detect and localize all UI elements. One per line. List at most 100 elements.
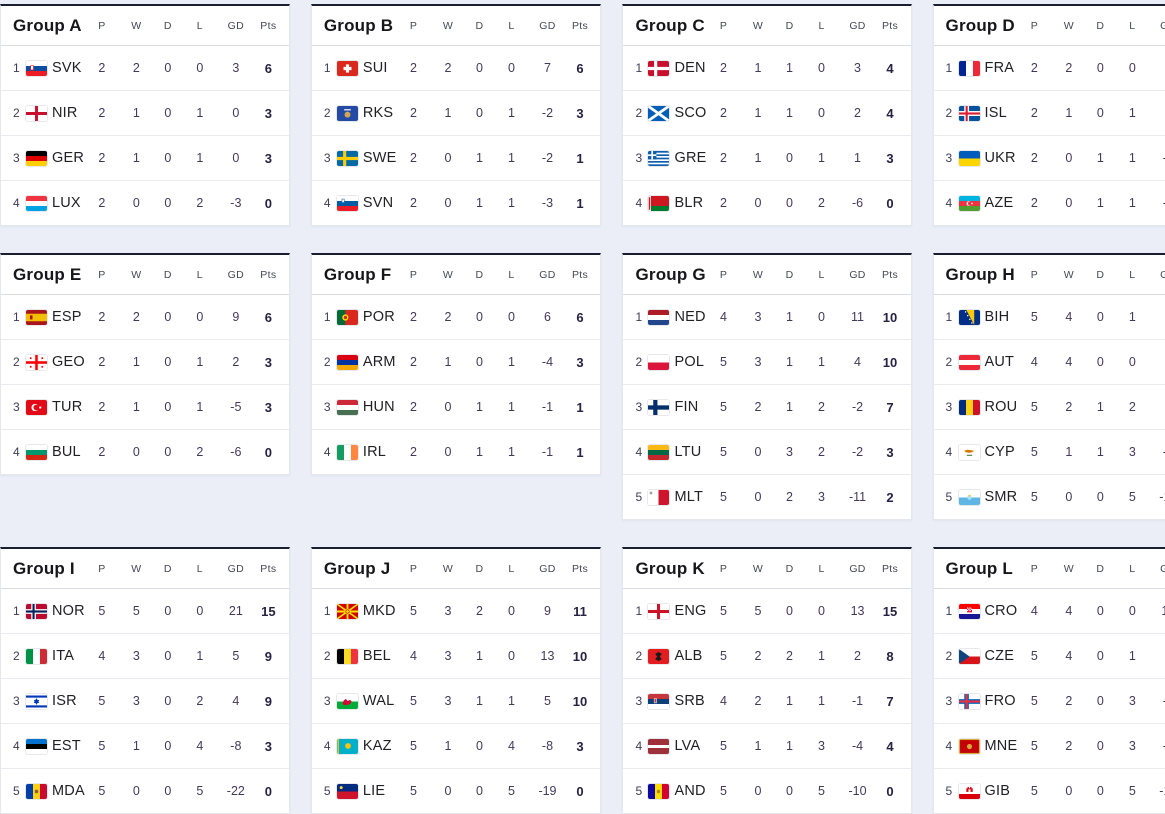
table-row[interactable]: 2 ALB 5 2 2 1 2 8: [623, 633, 911, 678]
table-row[interactable]: 2ISL210143: [933, 90, 1165, 135]
stat-d: 0: [164, 694, 172, 708]
stat-w: 0: [1065, 784, 1073, 798]
table-row[interactable]: 2 GEO 2 1 0 1 2 3: [1, 339, 289, 384]
table-row[interactable]: 3 SWE 2 0 1 1 -2 1: [311, 135, 601, 180]
stat-pts: 0: [264, 195, 272, 211]
col-header-p: P: [719, 268, 728, 281]
stat-gd: 2: [232, 355, 240, 369]
stat-l: 1: [508, 445, 515, 459]
stat-gd: 5: [544, 694, 551, 708]
table-row[interactable]: 1 ENG 5 5 0 0 13 15: [623, 589, 910, 633]
table-row[interactable]: 2 ARM 2 1 0 1 -4 3: [311, 339, 601, 384]
stat-w: 0: [754, 445, 762, 459]
table-row[interactable]: 2CZE5401512: [933, 633, 1165, 678]
stat-w: 4: [1065, 604, 1073, 618]
stat-l: 1: [818, 151, 825, 165]
flag-icon-lie: [336, 783, 358, 799]
col-header-pts: Pts: [881, 19, 899, 32]
stat-d: 0: [1096, 739, 1104, 753]
stat-pts: 9: [264, 693, 272, 709]
table-row[interactable]: 4 SVN 2 0 1 1 -3 1: [311, 180, 601, 225]
stat-d: 0: [786, 151, 793, 165]
table-row[interactable]: 1 NED 4 3 1 0 11 10: [623, 295, 910, 339]
table-row[interactable]: 1 DEN 2 1 1 0 3 4: [623, 46, 910, 90]
table-row[interactable]: 1 SUI 2 2 0 0 7 6: [312, 46, 601, 90]
table-row[interactable]: 4 IRL 2 0 1 1 -1 1: [311, 429, 601, 474]
stat-d: 0: [786, 196, 793, 210]
col-header-pts: Pts: [571, 562, 589, 575]
table-row[interactable]: 1CRO44001612: [934, 589, 1165, 633]
col-header-d: D: [1096, 562, 1105, 575]
table-row[interactable]: 2 SCO 2 1 1 0 2 4: [623, 90, 911, 135]
group-header: Group F P W D L GD Pts: [311, 255, 601, 295]
table-row[interactable]: 3 HUN 2 0 1 1 -1 1: [311, 384, 601, 429]
table-row[interactable]: 2 ITA 4 3 0 1 5 9: [1, 633, 289, 678]
stat-l: 0: [508, 649, 515, 663]
position: 1: [323, 310, 331, 324]
table-row[interactable]: 3 TUR 2 1 0 1 -5 3: [1, 384, 289, 429]
table-row[interactable]: 1 SVK 2 2 0 0 3 6: [1, 46, 289, 90]
team-code: TUR: [52, 399, 83, 415]
stat-l: 2: [196, 445, 204, 459]
table-row[interactable]: 1 MKD 5 3 2 0 9 11: [312, 589, 601, 633]
table-row[interactable]: 1 ESP 2 2 0 0 9 6: [1, 295, 289, 339]
stat-w: 2: [1065, 739, 1073, 753]
table-row[interactable]: 4 BUL 2 0 0 2 -6 0: [1, 429, 289, 474]
team-code: IRL: [362, 444, 387, 460]
stat-l: 2: [818, 400, 825, 414]
table-row[interactable]: 5 MLT 5 0 2 3 -11 2: [623, 474, 911, 519]
table-row[interactable]: 1 NOR 5 5 0 0 21 15: [1, 589, 289, 633]
table-row[interactable]: 4 KAZ 5 1 0 4 -8 3: [311, 723, 601, 768]
table-row[interactable]: 3ROU521247: [933, 384, 1165, 429]
group-title: Group A: [13, 15, 82, 35]
team-code: LIE: [362, 783, 386, 799]
stat-p: 2: [410, 400, 417, 414]
stat-l: 5: [196, 784, 204, 798]
team-code: BIH: [984, 309, 1010, 325]
table-row[interactable]: 4 LTU 5 0 3 2 -2 3: [623, 429, 911, 474]
table-row[interactable]: 2AUT4400712: [933, 339, 1165, 384]
table-row[interactable]: 3 GER 2 1 0 1 0 3: [1, 135, 289, 180]
position: 4: [945, 445, 953, 459]
table-row[interactable]: 3 WAL 5 3 1 1 5 10: [311, 678, 601, 723]
table-row[interactable]: 1BIH5401812: [934, 295, 1165, 339]
table-row[interactable]: 4 LUX 2 0 0 2 -3 0: [1, 180, 289, 225]
position: 2: [13, 106, 20, 120]
table-row[interactable]: 1FRA220036: [934, 46, 1165, 90]
table-row[interactable]: 4 EST 5 1 0 4 -8 3: [1, 723, 289, 768]
table-row[interactable]: 5 LIE 5 0 0 5 -19 0: [311, 768, 601, 813]
stat-pts: 9: [264, 648, 272, 664]
table-row[interactable]: 4 LVA 5 1 1 3 -4 4: [623, 723, 911, 768]
table-row[interactable]: 3 SRB 4 2 1 1 -1 7: [623, 678, 911, 723]
table-row[interactable]: 4 BLR 2 0 0 2 -6 0: [623, 180, 911, 225]
table-row[interactable]: 2 NIR 2 1 0 1 0 3: [1, 90, 289, 135]
table-row[interactable]: 2 RKS 2 1 0 1 -2 3: [311, 90, 601, 135]
table-row[interactable]: 1 POR 2 2 0 0 6 6: [312, 295, 601, 339]
position: 3: [13, 151, 20, 165]
team-code: POR: [362, 309, 395, 325]
table-row[interactable]: 5 MDA 5 0 0 5 -22 0: [1, 768, 289, 813]
stat-gd: 8: [1150, 310, 1165, 324]
table-row[interactable]: 3 FIN 5 2 1 2 -2 7: [623, 384, 911, 429]
team-code: SUI: [362, 60, 388, 76]
table-row[interactable]: 5 AND 5 0 0 5 -10 0: [623, 768, 911, 813]
table-row[interactable]: 3 ISR 5 3 0 2 4 9: [1, 678, 289, 723]
table-row[interactable]: 3 GRE 2 1 0 1 1 3: [623, 135, 911, 180]
stat-pts: 3: [264, 738, 272, 754]
table-row[interactable]: 2 BEL 4 3 1 0 13 10: [311, 633, 601, 678]
stat-d: 1: [786, 310, 793, 324]
col-header-d: D: [785, 562, 794, 575]
stat-w: 2: [1065, 694, 1073, 708]
stat-gd: 0: [232, 151, 240, 165]
stat-gd: -3: [230, 196, 242, 210]
position: 4: [635, 739, 643, 753]
stat-l: 4: [196, 739, 204, 753]
table-row[interactable]: 2 POL 5 3 1 1 4 10: [623, 339, 911, 384]
